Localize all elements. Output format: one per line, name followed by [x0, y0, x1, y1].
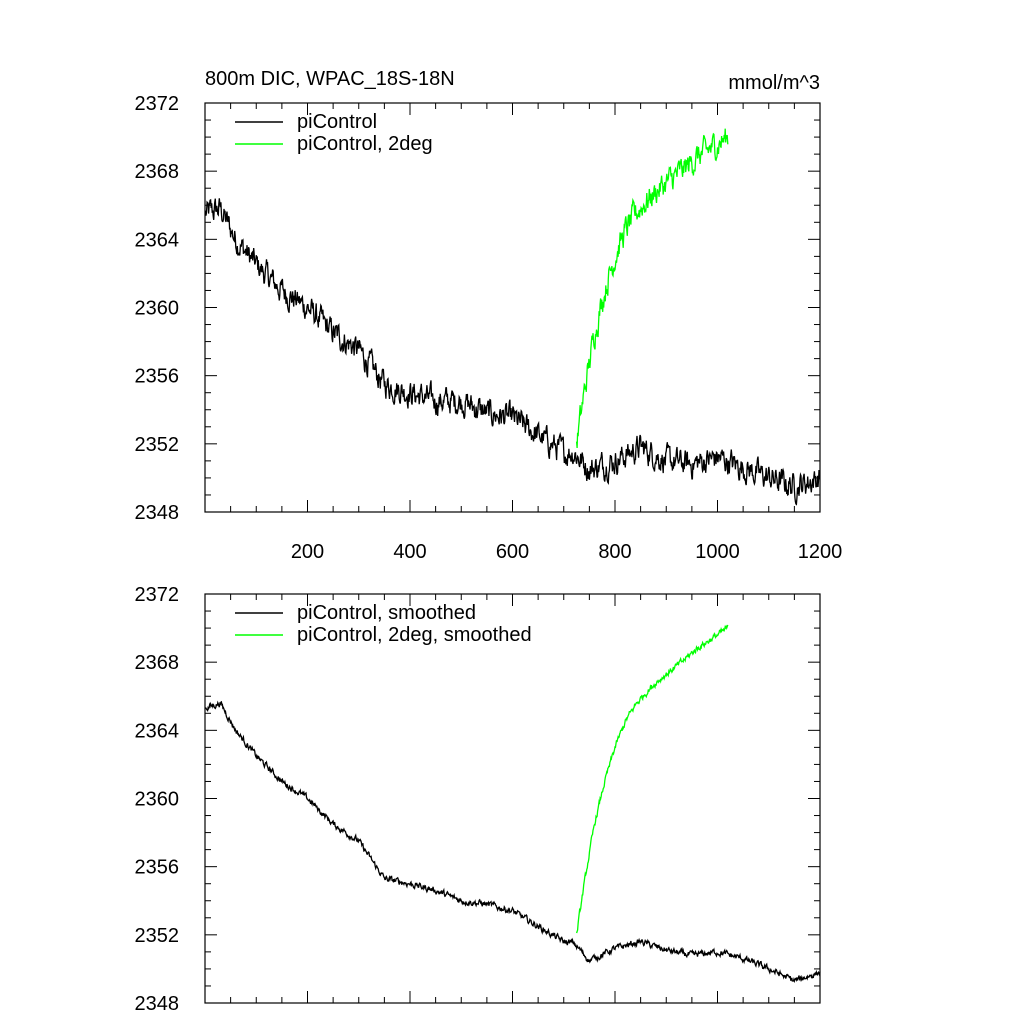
y-tick-label: 2368 [135, 161, 180, 183]
x-tick-label: 400 [393, 541, 426, 563]
y-tick-label: 2360 [135, 298, 180, 320]
legend-label: piControl, smoothed [297, 602, 476, 624]
legend-label: piControl, 2deg, smoothed [297, 624, 532, 646]
y-tick-label: 2372 [135, 584, 180, 606]
y-tick-label: 2372 [135, 93, 180, 115]
y-tick-label: 2364 [135, 720, 180, 742]
plot-frame [204, 593, 821, 1004]
x-tick-label: 1000 [695, 541, 740, 563]
y-tick-label: 2348 [135, 502, 180, 524]
chart-title: 800m DIC, WPAC_18S-18N [205, 68, 455, 90]
panel-1: 2348 2352 2356 2360 2364 2368 2372 200 400 600 800… [135, 68, 843, 563]
panel-2: 2348 2352 2356 2360 2364 2368 2372 piControl, s… [135, 584, 821, 1015]
x-tick-label: 800 [598, 541, 631, 563]
legend-label: piControl [297, 111, 377, 133]
units-label: mmol/m^3 [728, 72, 820, 94]
y-tick-label: 2360 [135, 789, 180, 811]
x-tick-label: 600 [496, 541, 529, 563]
series-line-2 [575, 624, 729, 934]
series-line-2 [575, 128, 729, 449]
y-tick-label: 2352 [135, 925, 180, 947]
y-tick-label: 2348 [135, 993, 180, 1015]
legend-label: piControl, 2deg [297, 133, 433, 155]
y-tick-label: 2352 [135, 434, 180, 456]
x-tick-label: 200 [291, 541, 324, 563]
y-tick-label: 2356 [135, 857, 180, 879]
x-tick-label: 1200 [798, 541, 843, 563]
y-tick-label: 2368 [135, 652, 180, 674]
series-line-1 [204, 198, 821, 506]
plot-frame [204, 102, 821, 513]
series-line-1 [204, 700, 821, 984]
y-tick-label: 2364 [135, 229, 180, 251]
y-tick-label: 2356 [135, 366, 180, 388]
